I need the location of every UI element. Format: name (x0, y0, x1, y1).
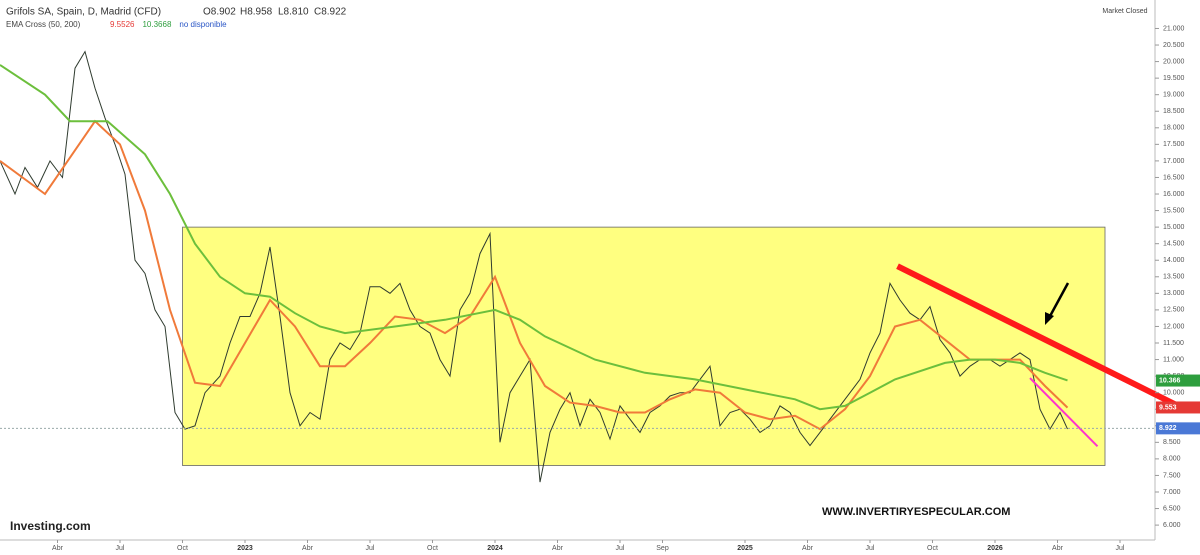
price-badge-label: 9.553 (1159, 404, 1177, 411)
x-tick-label: Abr (552, 545, 564, 552)
x-tick-label: 2024 (487, 545, 503, 552)
ema-line (0, 119, 1069, 431)
x-tick-label: Oct (177, 545, 188, 552)
indicator-value: no disponible (179, 20, 227, 29)
y-tick-label: 8.000 (1163, 456, 1181, 463)
range-box (182, 226, 1106, 466)
y-tick-label: 14.000 (1163, 257, 1185, 264)
ohlc-high: H8.958 (240, 7, 273, 18)
market-status: Market Closed (1102, 8, 1147, 15)
x-tick-label: 2023 (237, 545, 253, 552)
y-tick-label: 13.500 (1163, 274, 1185, 281)
watermark: WWW.INVERTIRYESPECULAR.COM (822, 506, 1010, 518)
x-tick-label: 2026 (987, 545, 1003, 552)
ohlc-open: O8.902 (203, 7, 236, 18)
price-line (0, 50, 1068, 483)
x-tick-label: Jul (866, 545, 875, 552)
y-tick-label: 13.000 (1163, 290, 1185, 297)
ohlc-low: L8.810 (278, 7, 309, 18)
y-tick-label: 16.000 (1163, 191, 1185, 198)
y-tick-label: 12.000 (1163, 323, 1185, 330)
y-tick-label: 15.000 (1163, 224, 1185, 231)
ema-line (0, 64, 1068, 411)
indicator-value: 9.5526 (110, 20, 135, 29)
y-tick-label: 20.500 (1163, 42, 1185, 49)
x-tick-label: Jul (616, 545, 625, 552)
y-tick-label: 16.500 (1163, 174, 1185, 181)
y-tick-label: 20.000 (1163, 58, 1185, 65)
price-badge-label: 10.366 (1159, 377, 1181, 384)
y-tick-label: 7.000 (1163, 489, 1181, 496)
x-tick-label: Abr (52, 545, 64, 552)
y-tick-label: 17.500 (1163, 141, 1185, 148)
y-tick-label: 7.500 (1163, 472, 1181, 479)
y-tick-label: 6.000 (1163, 522, 1181, 529)
trendline (896, 263, 1177, 407)
x-tick-label: Jul (116, 545, 125, 552)
x-tick-label: Oct (427, 545, 438, 552)
y-tick-label: 6.500 (1163, 505, 1181, 512)
y-tick-label: 19.000 (1163, 92, 1185, 99)
arrow-head (1045, 312, 1054, 325)
trendline (1029, 377, 1099, 448)
y-tick-label: 17.000 (1163, 158, 1185, 165)
price-badge (1156, 422, 1200, 435)
plot (0, 50, 1177, 483)
y-tick-label: 15.500 (1163, 207, 1185, 214)
y-tick-label: 19.500 (1163, 75, 1185, 82)
price-badge-label: 8.922 (1159, 425, 1177, 432)
y-tick-label: 14.500 (1163, 241, 1185, 248)
y-tick-label: 11.500 (1163, 340, 1184, 347)
x-tick-label: Oct (927, 545, 938, 552)
x-tick-label: 2025 (737, 545, 753, 552)
price-badge (1156, 374, 1200, 387)
y-tick-label: 11.000 (1163, 356, 1184, 363)
x-tick-label: Jul (366, 545, 375, 552)
indicator-name: EMA Cross (50, 200) (6, 20, 81, 29)
x-tick-label: Abr (802, 545, 814, 552)
arrow-shaft (1047, 282, 1070, 319)
y-tick-label: 8.500 (1163, 439, 1181, 446)
price-badge (1156, 401, 1200, 414)
x-tick-label: Abr (302, 545, 314, 552)
chart-title: Grifols SA, Spain, D, Madrid (CFD) (6, 7, 161, 18)
y-tick-label: 12.500 (1163, 307, 1185, 314)
x-tick-label: Sep (656, 545, 669, 552)
ohlc-close: C8.922 (314, 7, 347, 18)
y-tick-label: 10.000 (1163, 390, 1185, 397)
logo: Investing.com (10, 519, 91, 533)
indicator-value: 10.3668 (142, 20, 171, 29)
y-tick-label: 18.000 (1163, 125, 1185, 132)
y-tick-label: 18.500 (1163, 108, 1185, 115)
x-tick-label: Abr (1052, 545, 1064, 552)
y-tick-label: 21.000 (1163, 25, 1185, 32)
x-tick-label: Jul (1116, 545, 1125, 552)
